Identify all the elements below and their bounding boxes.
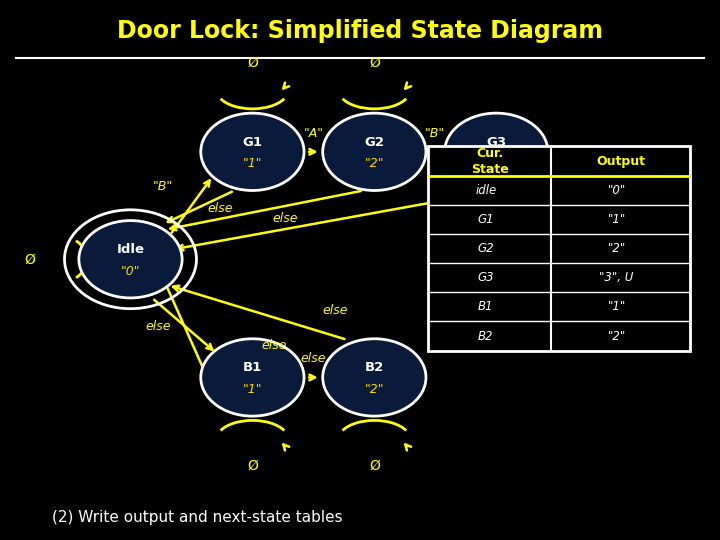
Text: B1: B1	[478, 300, 493, 313]
Text: G1: G1	[477, 213, 494, 226]
FancyBboxPatch shape	[428, 146, 690, 350]
Ellipse shape	[323, 113, 426, 191]
Ellipse shape	[201, 113, 304, 191]
Text: "0": "0"	[121, 265, 140, 278]
Ellipse shape	[79, 220, 182, 298]
Text: Ø: Ø	[247, 459, 258, 473]
Text: "1": "1"	[243, 383, 262, 396]
Text: idle: idle	[475, 184, 496, 197]
Text: "2": "2"	[608, 329, 626, 342]
Text: "A": "A"	[303, 126, 323, 139]
Text: "3", U: "3", U	[478, 157, 515, 170]
Text: Output: Output	[596, 154, 645, 167]
Text: Door Lock: Simplified State Diagram: Door Lock: Simplified State Diagram	[117, 19, 603, 43]
Ellipse shape	[445, 113, 548, 191]
Text: Idle: Idle	[117, 243, 145, 256]
Text: "3", U: "3", U	[600, 271, 634, 284]
Text: "B": "B"	[153, 180, 173, 193]
Text: "B": "B"	[426, 126, 446, 139]
Text: else: else	[207, 202, 233, 215]
Text: G2: G2	[364, 136, 384, 148]
Text: "1": "1"	[608, 213, 626, 226]
Text: Ø: Ø	[247, 56, 258, 70]
Text: else: else	[322, 304, 348, 317]
Text: Cur.
State: Cur. State	[471, 146, 508, 176]
Text: B2: B2	[478, 329, 493, 342]
Text: else: else	[145, 320, 171, 333]
Text: G2: G2	[477, 242, 494, 255]
Text: "2": "2"	[608, 242, 626, 255]
Text: "1": "1"	[608, 300, 626, 313]
Text: Ø: Ø	[24, 252, 35, 266]
Text: G3: G3	[486, 136, 506, 148]
Text: G1: G1	[243, 136, 262, 148]
Text: "2": "2"	[364, 157, 384, 170]
Ellipse shape	[201, 339, 304, 416]
Text: else: else	[261, 339, 287, 352]
Text: Ø: Ø	[369, 56, 379, 70]
Text: "1": "1"	[243, 157, 262, 170]
Text: (2) Write output and next-state tables: (2) Write output and next-state tables	[52, 510, 342, 525]
Text: else: else	[272, 212, 297, 225]
Text: Ø: Ø	[369, 459, 379, 473]
Text: else: else	[301, 352, 326, 365]
Ellipse shape	[323, 339, 426, 416]
Text: B1: B1	[243, 361, 262, 374]
Text: G3: G3	[477, 271, 494, 284]
Text: B2: B2	[365, 361, 384, 374]
Text: "2": "2"	[364, 383, 384, 396]
Text: "0": "0"	[608, 184, 626, 197]
